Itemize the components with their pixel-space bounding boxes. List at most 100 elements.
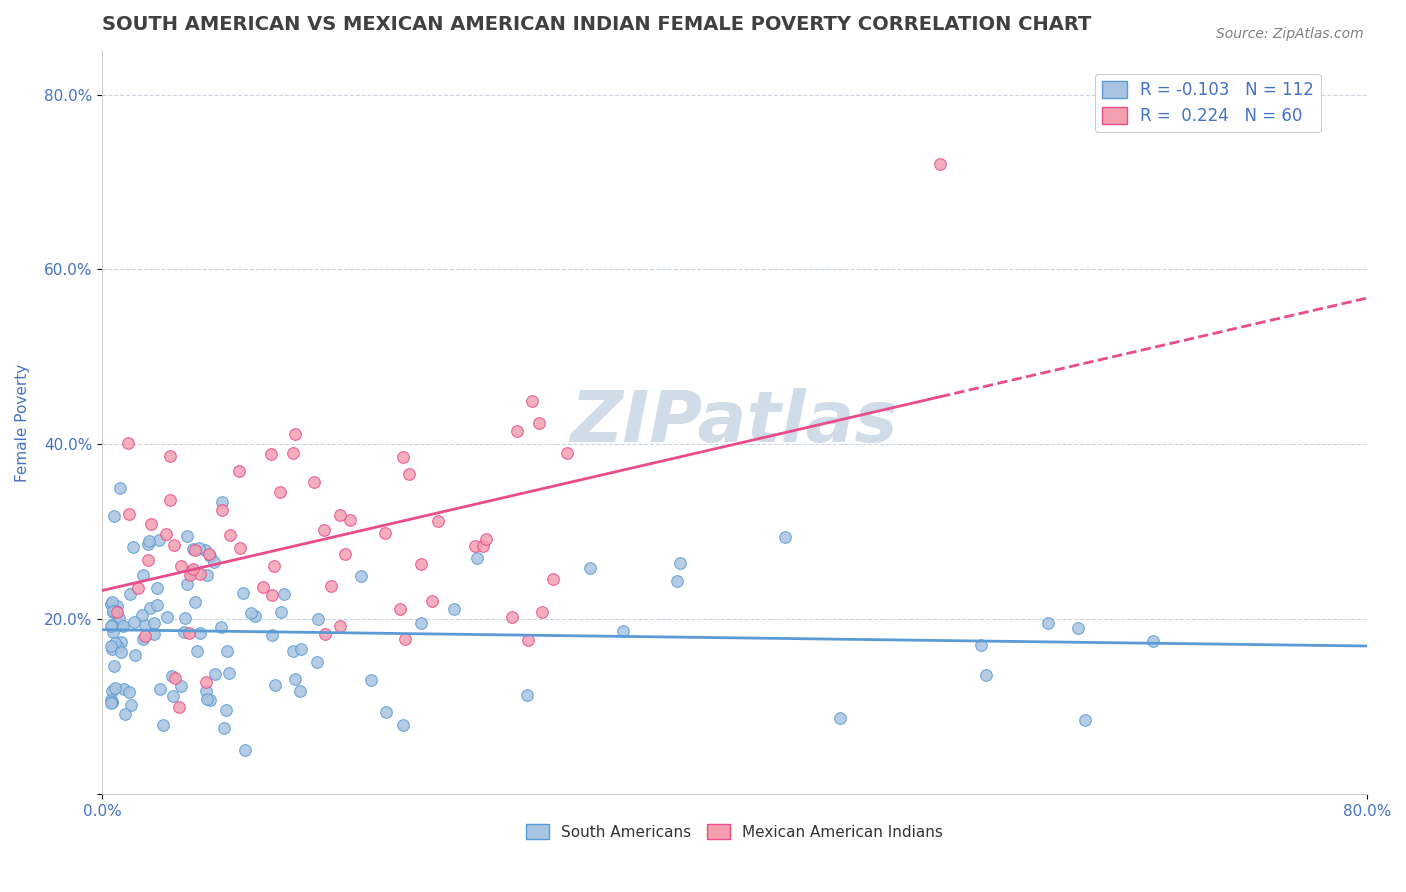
Point [198,547,221,561]
Point [152,718,174,732]
Point [170,558,193,573]
Point [142,627,165,641]
Point [118,587,141,601]
Point [209,620,232,634]
Point [100,695,122,709]
Text: Source: ZipAtlas.com: Source: ZipAtlas.com [1216,27,1364,41]
Point [520,393,543,408]
Point [263,559,285,574]
Point [146,581,169,595]
Y-axis label: Female Poverty: Female Poverty [15,363,30,482]
Point [160,669,183,683]
Point [118,507,141,521]
Point [339,513,361,527]
Point [281,446,304,460]
Point [179,568,201,582]
Point [443,601,465,615]
Point [828,711,851,725]
Point [235,743,257,757]
Point [100,696,122,710]
Point [202,555,225,569]
Point [392,450,415,464]
Point [114,706,136,721]
Point [120,698,142,712]
Point [529,417,551,431]
Point [409,615,432,630]
Point [284,426,307,441]
Point [394,632,416,646]
Point [305,655,328,669]
Point [211,502,233,516]
Point [555,445,578,459]
Point [132,632,155,646]
Point [260,447,283,461]
Point [112,619,135,633]
Point [329,508,352,522]
Point [104,681,127,695]
Point [314,523,336,537]
Point [128,581,150,595]
Point [328,619,350,633]
Point [218,666,240,681]
Point [131,608,153,623]
Point [181,541,204,556]
Point [167,699,190,714]
Point [229,541,252,555]
Point [184,543,207,558]
Point [464,539,486,553]
Point [134,617,156,632]
Point [219,528,242,542]
Point [288,683,311,698]
Point [162,538,184,552]
Text: SOUTH AMERICAN VS MEXICAN AMERICAN INDIAN FEMALE POVERTY CORRELATION CHART: SOUTH AMERICAN VS MEXICAN AMERICAN INDIA… [103,15,1091,34]
Point [195,674,218,689]
Point [101,618,124,632]
Point [117,435,139,450]
Point [181,562,204,576]
Point [228,464,250,478]
Point [252,580,274,594]
Point [333,548,356,562]
Point [976,668,998,682]
Point [314,627,336,641]
Point [420,593,443,607]
Point [211,494,233,508]
Point [195,568,218,582]
Point [1074,713,1097,727]
Point [148,533,170,548]
Point [200,693,222,707]
Point [103,508,125,523]
Point [194,543,217,558]
Point [163,671,186,685]
Point [100,639,122,653]
Point [273,587,295,601]
Point [970,638,993,652]
Point [103,605,125,619]
Point [173,625,195,640]
Point [307,612,329,626]
Point [269,484,291,499]
Legend: South Americans, Mexican American Indians: South Americans, Mexican American Indian… [520,818,949,846]
Point [141,517,163,532]
Point [665,574,688,589]
Point [471,539,494,553]
Text: ZIPatlas: ZIPatlas [571,388,898,457]
Point [188,541,211,556]
Point [177,625,200,640]
Point [506,425,529,439]
Point [124,648,146,662]
Point [668,556,690,570]
Point [389,602,412,616]
Point [136,552,159,566]
Point [101,594,124,608]
Point [302,475,325,489]
Point [262,588,284,602]
Point [101,624,124,639]
Point [146,599,169,613]
Point [122,615,145,629]
Point [217,644,239,658]
Point [475,532,498,546]
Point [156,609,179,624]
Point [159,450,181,464]
Point [173,611,195,625]
